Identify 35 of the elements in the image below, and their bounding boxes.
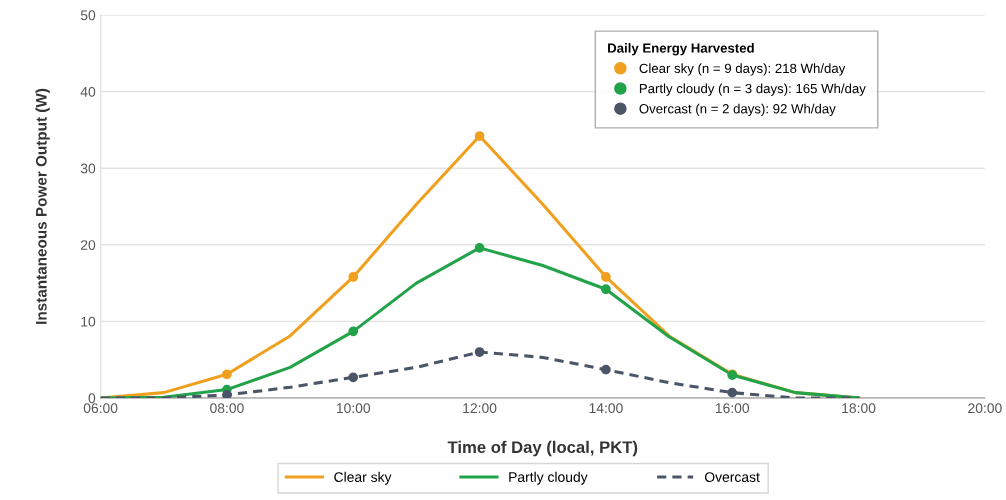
x-tick-label: 14:00 xyxy=(589,403,623,414)
x-tick-label: 20:00 xyxy=(968,403,1002,414)
y-tick-label: 10 xyxy=(81,316,96,327)
point xyxy=(601,284,611,295)
legend-label: Clear sky xyxy=(334,471,392,485)
x-tick-label: 06:00 xyxy=(83,403,118,414)
y-tick-label: 30 xyxy=(80,163,96,174)
point xyxy=(474,131,485,141)
point xyxy=(348,326,359,337)
point xyxy=(474,347,485,357)
legend-label: Overcast xyxy=(704,472,760,482)
annotation: Clear sky (n = 9 days): 218 Wh/day xyxy=(639,63,846,76)
annotation: Partly cloudy (n = 3 days): 165 Wh/day xyxy=(639,83,866,96)
x-tick-label: 16:00 xyxy=(715,403,750,414)
y-tick-label: 50 xyxy=(80,10,96,21)
point xyxy=(222,369,232,380)
y-tick-label: 20 xyxy=(80,240,96,250)
point xyxy=(601,272,611,282)
point xyxy=(348,372,359,383)
point xyxy=(601,364,611,375)
point xyxy=(222,390,232,398)
y-axis-title: Instantaneous Power Output (W) xyxy=(35,88,50,324)
point xyxy=(727,387,738,398)
x-tick-label: 18:00 xyxy=(842,403,876,414)
legend-label: Partly cloudy xyxy=(509,471,588,485)
x-tick-label: 08:00 xyxy=(210,403,244,414)
x-tick-label: 12:00 xyxy=(463,403,497,414)
y-tick-label: 0 xyxy=(88,393,96,404)
annotation: Overcast (n = 2 days): 92 Wh/day xyxy=(639,103,836,117)
x-axis-title: Time of Day (local, PKT) xyxy=(447,440,638,457)
x-tick-label: 10:00 xyxy=(336,403,371,414)
point xyxy=(348,272,359,282)
point xyxy=(474,243,485,253)
y-tick-label: 40 xyxy=(80,86,96,97)
annotation: Daily Energy Harvested xyxy=(608,43,754,56)
